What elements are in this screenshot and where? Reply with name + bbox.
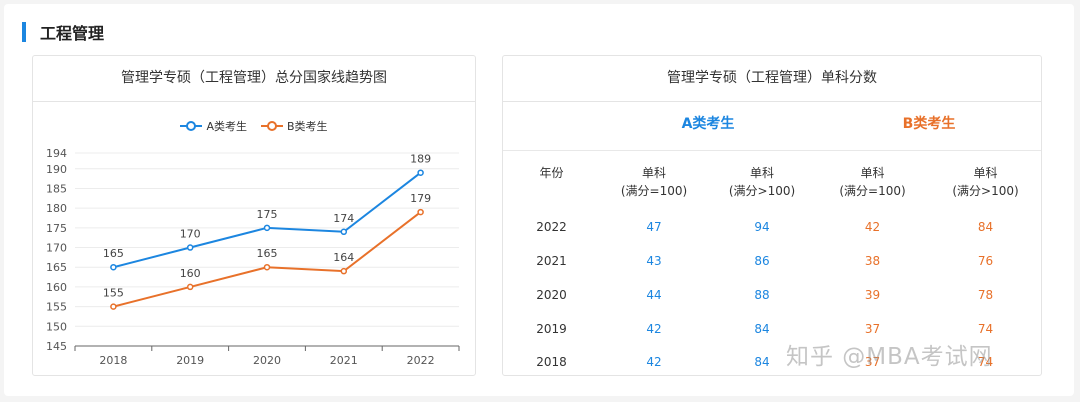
cell-year: 2019	[536, 322, 567, 336]
header-year: 年份	[503, 164, 600, 182]
cell-a2: 88	[754, 288, 770, 302]
cell-year: 2022	[536, 220, 567, 234]
cell-a1: 43	[646, 254, 662, 268]
cell-year: 2021	[536, 254, 567, 268]
cell-a1: 47	[646, 220, 662, 234]
cell-a2: 86	[754, 254, 770, 268]
header-col1-line2: (满分=100)	[620, 184, 688, 198]
cell-b2: 78	[977, 288, 994, 302]
y-tick-label: 155	[46, 301, 67, 314]
trend-chart-card: 管理学专硕（工程管理）总分国家线趋势图 A类考生 B类考生 145 150 155 1…	[32, 55, 476, 376]
data-label: 170	[180, 228, 201, 241]
chart-card-title: 管理学专硕（工程管理）总分国家线趋势图	[33, 56, 475, 102]
header-year-label: 年份	[539, 166, 564, 180]
data-label: 175	[257, 208, 278, 221]
data-point	[417, 169, 424, 176]
score-table-card: 管理学专硕（工程管理）单科分数 A类考生 B类考生 年份 单科 (满分=100)…	[502, 55, 1042, 376]
header-col4-line2: (满分>100)	[952, 184, 1019, 198]
chart-legend: A类考生 B类考生	[33, 118, 475, 134]
x-tick-label: 2018	[99, 354, 127, 367]
y-tick-label: 160	[46, 281, 67, 294]
header-col3: 单科 (满分=100)	[816, 164, 929, 200]
data-point	[263, 263, 271, 271]
data-label: 155	[103, 287, 124, 300]
x-tick-label: 2022	[407, 354, 435, 367]
data-point	[417, 208, 424, 216]
data-label: 179	[410, 192, 431, 205]
header-col2-line2: (满分>100)	[728, 184, 796, 198]
y-tick-label: 175	[46, 222, 67, 235]
cell-a2: 84	[754, 322, 770, 336]
y-tick-label: 165	[46, 261, 67, 274]
data-label: 174	[333, 212, 354, 225]
header-col2-line1: 单科	[749, 166, 774, 180]
header-col3-line2: (满分=100)	[839, 184, 906, 198]
group-header-row: A类考生 B类考生	[503, 102, 1041, 151]
table-card-title: 管理学专硕（工程管理）单科分数	[503, 56, 1041, 102]
cell-a2: 84	[754, 355, 770, 369]
section-accent-bar	[22, 22, 26, 42]
cell-a1: 44	[646, 288, 662, 302]
x-tick-label: 2020	[253, 354, 281, 367]
cell-b2: 74	[977, 355, 994, 369]
header-col4: 单科 (满分>100)	[929, 164, 1042, 200]
section-header: 工程管理	[22, 21, 104, 43]
data-label: 164	[333, 251, 354, 264]
y-tick-label: 194	[46, 147, 67, 160]
header-col4-line1: 单科	[973, 166, 998, 180]
cell-b1: 39	[864, 288, 881, 302]
cell-b1: 37	[864, 322, 881, 336]
legend-label-b: B类考生	[286, 120, 328, 133]
legend-line-a-icon	[180, 121, 203, 131]
y-tick-label: 170	[46, 242, 67, 255]
data-label: 160	[180, 267, 201, 280]
y-tick-label: 145	[46, 340, 67, 353]
data-label: 165	[103, 247, 124, 260]
cell-b2: 84	[977, 220, 994, 234]
data-point	[110, 303, 117, 310]
line-chart: 145 150 155 160 165 170 175 180 185 190 194 2018 201…	[46, 147, 460, 367]
cell-b2: 74	[977, 322, 994, 336]
cell-b1: 38	[864, 254, 881, 268]
y-tick-label: 180	[46, 202, 67, 215]
cell-b1: 42	[864, 220, 881, 234]
group-a-label: A类考生	[681, 116, 735, 132]
legend-label-a: A类考生	[206, 120, 247, 133]
header-col3-line1: 单科	[860, 166, 885, 180]
legend-item-b[interactable]: B类考生	[260, 118, 328, 134]
header-col1-line1: 单科	[641, 166, 666, 180]
group-b-label: B类考生	[902, 116, 956, 132]
y-tick-label: 185	[46, 182, 67, 195]
legend-line-b-icon	[260, 121, 283, 131]
x-tick-label: 2021	[330, 354, 358, 367]
data-point	[186, 283, 194, 291]
data-point	[340, 228, 348, 236]
data-point	[263, 224, 271, 232]
x-tick-label: 2019	[176, 354, 204, 367]
data-point	[110, 263, 117, 271]
section-title: 工程管理	[40, 24, 105, 43]
data-label: 165	[257, 247, 278, 260]
cell-year: 2018	[536, 355, 567, 369]
legend-item-a[interactable]: A类考生	[180, 118, 247, 134]
data-label: 189	[410, 153, 431, 166]
header-col2: 单科 (满分>100)	[708, 164, 816, 200]
cell-a1: 42	[646, 322, 662, 336]
cell-b1: 37	[864, 355, 881, 369]
data-point	[186, 244, 194, 251]
cell-b2: 76	[977, 254, 994, 268]
watermark: 知乎 @MBA考试网	[786, 344, 993, 370]
data-point	[340, 267, 348, 275]
y-tick-label: 150	[46, 320, 67, 333]
cell-a1: 42	[646, 355, 662, 369]
cell-year: 2020	[536, 288, 567, 302]
header-col1: 单科 (满分=100)	[600, 164, 708, 200]
cell-a2: 94	[754, 220, 770, 234]
y-tick-label: 190	[46, 163, 67, 176]
